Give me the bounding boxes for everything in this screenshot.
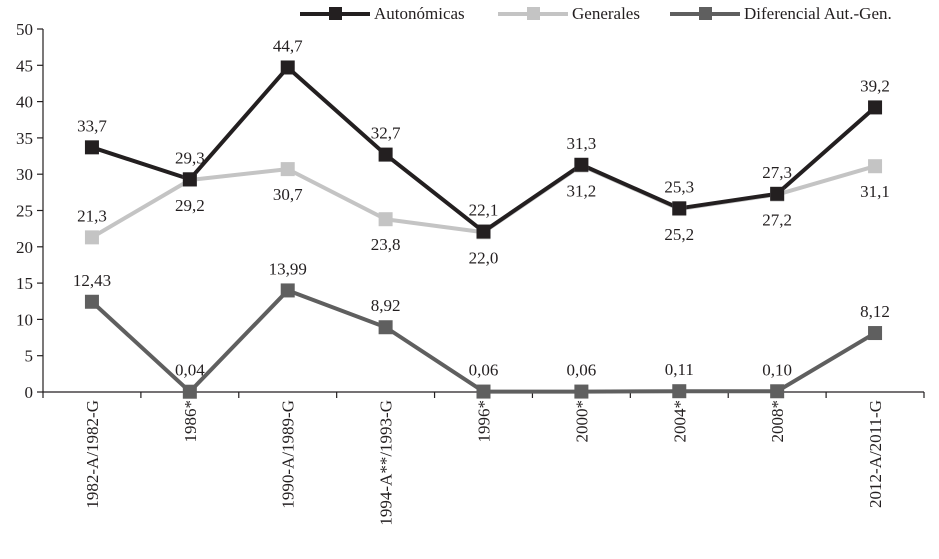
data-point (280, 60, 295, 75)
data-point (84, 140, 99, 155)
legend-item-diferencial: Diferencial Aut.-Gen. (670, 4, 892, 24)
data-point (672, 201, 687, 216)
data-label: 12,43 (73, 271, 111, 290)
data-label: 33,7 (77, 116, 107, 135)
x-tick-label: 2004* (670, 400, 689, 443)
legend-item-generales: Generales (498, 4, 640, 24)
data-label: 27,3 (762, 163, 792, 182)
data-label: 30,7 (273, 185, 303, 204)
data-point (574, 157, 589, 172)
data-label: 23,8 (371, 235, 401, 254)
data-label: 32,7 (371, 124, 401, 143)
x-tick-label: 1996* (475, 400, 494, 443)
data-label: 25,2 (664, 225, 694, 244)
y-tick-label: 10 (16, 310, 33, 329)
data-label: 21,3 (77, 206, 107, 225)
data-point (868, 159, 883, 174)
x-tick-label: 1986* (181, 400, 200, 443)
data-point (868, 100, 883, 115)
data-label: 31,1 (860, 182, 890, 201)
data-label: 27,2 (762, 211, 792, 230)
legend-swatch-generales (498, 7, 568, 21)
data-point (84, 294, 99, 309)
data-point (182, 384, 197, 399)
y-tick-label: 50 (16, 20, 33, 39)
data-point (378, 212, 393, 227)
data-label: 22,1 (469, 201, 499, 220)
y-tick-label: 15 (16, 274, 33, 293)
data-label: 29,2 (175, 196, 205, 215)
data-label: 8,12 (860, 302, 890, 321)
data-label: 8,92 (371, 296, 401, 315)
x-tick-label: 2000* (572, 400, 591, 443)
x-tick-label: 1994-A**/1993-G (377, 400, 396, 526)
data-point (770, 384, 785, 399)
data-point (574, 384, 589, 399)
data-point (182, 172, 197, 187)
x-tick-label: 2012-A/2011-G (866, 400, 885, 508)
data-point (476, 224, 491, 239)
data-label: 0,11 (665, 360, 694, 379)
data-label: 39,2 (860, 76, 890, 95)
data-labels: 33,7 29,3 44,7 32,7 22,1 31,3 25,3 27,3 39,2 21,3… (73, 36, 890, 379)
data-label: 31,2 (567, 181, 597, 200)
legend-label-autonomicas: Autonómicas (374, 4, 465, 23)
chart-axes: 0 5 10 15 20 25 30 35 40 45 50 1982-A/1982-G 1986* 19… (16, 20, 925, 526)
data-point (280, 283, 295, 298)
data-point (280, 162, 295, 177)
legend-label-diferencial: Diferencial Aut.-Gen. (744, 4, 892, 23)
y-tick-label: 5 (25, 347, 34, 366)
data-label: 0,06 (567, 361, 597, 380)
y-tick-label: 35 (16, 129, 33, 148)
y-tick-label: 45 (16, 56, 33, 75)
data-label: 0,06 (469, 361, 499, 380)
data-point (672, 384, 687, 399)
data-label: 0,10 (762, 360, 792, 379)
data-point (84, 230, 99, 245)
data-label: 44,7 (273, 36, 303, 55)
legend-swatch-diferencial (670, 7, 740, 21)
data-point (868, 326, 883, 341)
data-point (378, 320, 393, 335)
x-tick-label: 1990-A/1989-G (279, 400, 298, 509)
data-label: 25,3 (664, 177, 694, 196)
x-tick-label: 2008* (768, 400, 787, 443)
legend-item-autonomicas: Autonómicas (300, 4, 465, 24)
data-label: 13,99 (269, 259, 307, 278)
y-tick-label: 30 (16, 165, 33, 184)
data-point (770, 186, 785, 201)
series-markers (84, 60, 883, 399)
data-label: 22,0 (469, 248, 499, 267)
x-tick-label: 1982-A/1982-G (83, 400, 102, 509)
data-point (476, 384, 491, 399)
legend-label-generales: Generales (572, 4, 640, 23)
y-tick-label: 0 (25, 383, 34, 402)
data-label: 29,3 (175, 148, 205, 167)
legend-swatch-autonomicas (300, 7, 370, 21)
y-tick-label: 25 (16, 202, 33, 221)
data-label: 31,3 (567, 134, 597, 153)
y-tick-label: 20 (16, 238, 33, 257)
data-point (378, 147, 393, 162)
data-label: 0,04 (175, 361, 205, 380)
y-tick-label: 40 (16, 93, 33, 112)
